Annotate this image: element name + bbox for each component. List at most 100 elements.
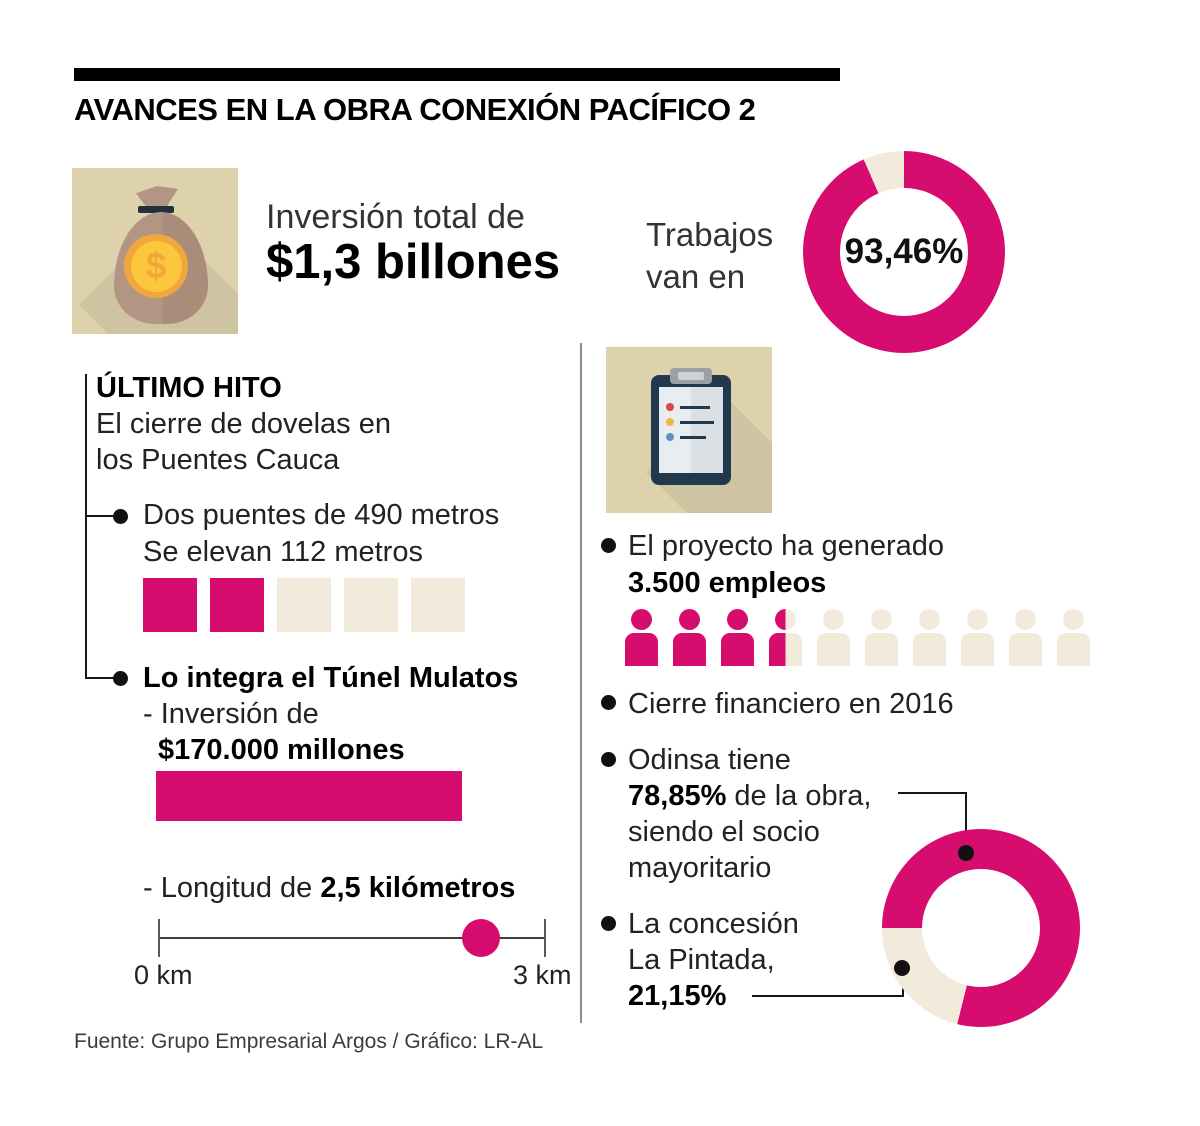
- bridges-text: Dos puentes de 490 metros Se elevan 112 …: [143, 497, 499, 571]
- person-head: [823, 609, 844, 630]
- bullet-dot: [113, 509, 128, 524]
- investment-amount: $1,3 billones: [266, 235, 561, 289]
- investment-label: Inversión total de: [266, 198, 525, 236]
- person-body: [817, 633, 850, 666]
- clipboard-tile: [606, 347, 772, 513]
- person-icon: [673, 609, 706, 669]
- checklist-row: [666, 418, 714, 426]
- concession-pct: 21,15%: [628, 980, 727, 1012]
- square-unit-icon: [344, 578, 398, 632]
- person-head: [631, 609, 652, 630]
- column-divider: [580, 343, 582, 1023]
- odinsa-pct: 78,85%: [628, 780, 727, 812]
- person-head: [727, 609, 748, 630]
- person-slot: [769, 609, 802, 669]
- person-icon: [913, 609, 946, 669]
- ownership-donut-chart: [882, 829, 1080, 1027]
- person-icon: [769, 609, 786, 669]
- clipboard-paper-shade: [691, 387, 723, 473]
- clipboard-paper: [659, 387, 723, 473]
- donut-hole: [922, 869, 1040, 987]
- bullet-dot: [601, 538, 616, 553]
- person-icon: [865, 609, 898, 669]
- person-body: [913, 633, 946, 666]
- person-body: [673, 633, 706, 666]
- person-slot: [865, 609, 898, 669]
- person-head: [1015, 609, 1036, 630]
- employment-line1: El proyecto ha generado: [628, 530, 944, 562]
- odinsa-line2: 78,85% de la obra,: [628, 778, 871, 814]
- annotation-leader-line: [898, 792, 967, 794]
- person-body: [961, 633, 994, 666]
- donut-hole: [840, 188, 968, 316]
- person-icon: [1009, 609, 1042, 669]
- person-slot: [625, 609, 658, 669]
- person-body: [1009, 633, 1042, 666]
- tunnel-investment-value: $170.000 millones: [158, 734, 405, 766]
- person-slot: [721, 609, 754, 669]
- concession-text: La concesión La Pintada, 21,15%: [628, 906, 799, 1014]
- person-head: [775, 609, 786, 630]
- checklist-line: [680, 420, 714, 424]
- tunnel-length-text: - Longitud de 2,5 kilómetros: [143, 872, 515, 905]
- person-slot: [913, 609, 946, 669]
- employment-people-pictogram: [625, 609, 1090, 669]
- scale-max-label: 3 km: [513, 960, 572, 990]
- dollar-sign-icon: $: [130, 240, 182, 292]
- scale-value-dot: [462, 919, 501, 957]
- scale-tick-max: [544, 919, 546, 957]
- scale-axis: [158, 937, 546, 939]
- progress-label: Trabajos van en: [646, 214, 773, 298]
- milestone-heading: ÚLTIMO HITO: [96, 372, 282, 404]
- bullet-dot: [601, 752, 616, 767]
- odinsa-line3: siendo el socio: [628, 816, 820, 848]
- odinsa-text: Odinsa tiene 78,85% de la obra, siendo e…: [628, 742, 871, 886]
- checklist-row: [666, 403, 710, 411]
- concession-line2: La Pintada,: [628, 944, 775, 976]
- milestone-subtitle-line1: El cierre de dovelas en: [96, 408, 391, 440]
- square-unit-icon: [210, 578, 264, 632]
- red-dot-icon: [666, 403, 674, 411]
- investment-bar-chart: [156, 771, 462, 821]
- person-body: [625, 633, 658, 666]
- person-slot: [1057, 609, 1090, 669]
- bridges-line2: Se elevan 112 metros: [143, 536, 423, 568]
- person-icon: [625, 609, 658, 669]
- bullet-connector: [85, 515, 115, 517]
- odinsa-line4: mayoritario: [628, 852, 772, 884]
- person-icon: [817, 609, 850, 669]
- page-title: AVANCES EN LA OBRA CONEXIÓN PACÍFICO 2: [74, 92, 756, 127]
- annotation-dot: [894, 960, 910, 976]
- person-icon: [721, 609, 754, 669]
- person-body: [1057, 633, 1090, 666]
- progress-label-line2: van en: [646, 258, 746, 295]
- finance-text: Cierre financiero en 2016: [628, 688, 954, 720]
- person-head: [1063, 609, 1084, 630]
- person-body: [721, 633, 754, 666]
- money-bag-tile: $: [72, 168, 238, 334]
- bridges-line1: Dos puentes de 490 metros: [143, 499, 500, 531]
- yellow-dot-icon: [666, 418, 674, 426]
- person-head: [967, 609, 988, 630]
- person-body: [769, 633, 786, 666]
- clipboard-clip-inner: [678, 372, 704, 380]
- bullet-connector: [85, 677, 115, 679]
- length-scale-chart: [158, 918, 546, 958]
- tunnel-block: Lo integra el Túnel Mulatos - Inversión …: [143, 660, 518, 768]
- checklist-line: [680, 405, 710, 409]
- progress-label-line1: Trabajos: [646, 216, 774, 253]
- employment-text: El proyecto ha generado 3.500 empleos: [628, 528, 944, 602]
- length-label: - Longitud de: [143, 872, 321, 904]
- milestone-block: ÚLTIMO HITO El cierre de dovelas en los …: [96, 370, 391, 478]
- header-rule: [74, 68, 840, 81]
- odinsa-line2-rest: de la obra,: [726, 780, 872, 812]
- milestone-subtitle-line2: los Puentes Cauca: [96, 444, 340, 476]
- person-slot: [673, 609, 706, 669]
- progress-value: 93,46%: [844, 232, 964, 271]
- dollar-coin-icon: $: [124, 234, 188, 298]
- person-slot: [961, 609, 994, 669]
- blue-dot-icon: [666, 433, 674, 441]
- person-slot: [817, 609, 850, 669]
- person-body: [865, 633, 898, 666]
